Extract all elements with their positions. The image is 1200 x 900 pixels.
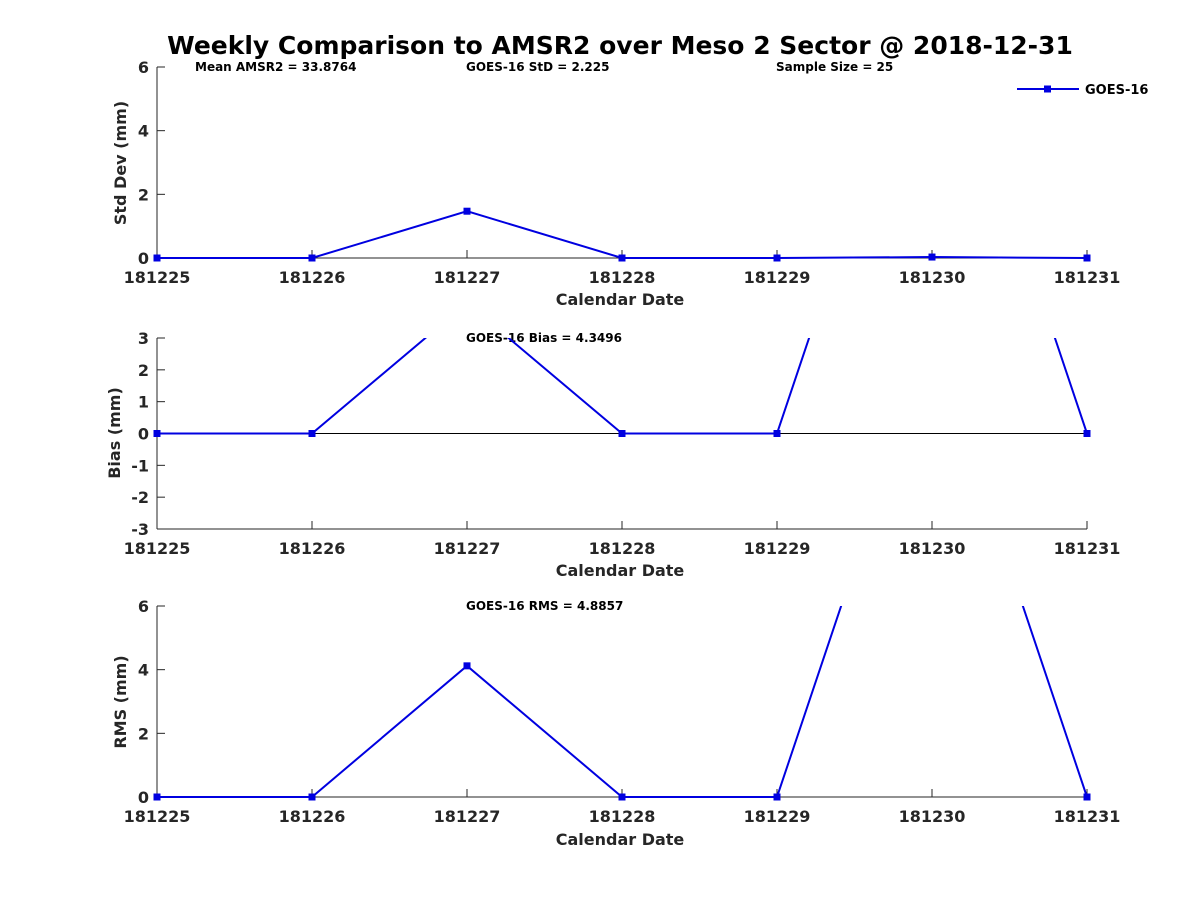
x-tick-label: 181226 xyxy=(279,539,346,558)
x-tick-label: 181231 xyxy=(1054,268,1121,287)
x-tick-label: 181230 xyxy=(899,268,966,287)
x-tick-label: 181229 xyxy=(744,807,811,826)
y-axis-label: RMS (mm) xyxy=(111,655,130,748)
panel-rms: GOES-16 RMS = 4.8857 RMS (mm) Calendar D… xyxy=(111,599,684,849)
y-tick-label: -1 xyxy=(131,456,149,475)
y-tick-label: 2 xyxy=(138,724,149,743)
plot-area-1: 0 2 4 6 181225 181226 181227 181228 181229 181230… xyxy=(124,58,1121,287)
x-tick-label: 181231 xyxy=(1054,807,1121,826)
x-tick-label: 181227 xyxy=(434,539,501,558)
data-point xyxy=(1083,254,1091,262)
x-tick-label: 181227 xyxy=(434,268,501,287)
series-goes-16 xyxy=(153,338,1091,437)
data-point xyxy=(773,254,781,262)
x-tick-label: 181228 xyxy=(589,268,656,287)
panel-std-dev: Mean AMSR2 = 33.8764 GOES-16 StD = 2.225… xyxy=(111,60,1148,309)
y-tick-label: 0 xyxy=(138,788,149,807)
y-tick-label: -3 xyxy=(131,520,149,539)
legend: GOES-16 xyxy=(1017,83,1148,98)
x-axis-label: Calendar Date xyxy=(556,290,685,309)
series-goes-16 xyxy=(153,207,1091,262)
x-tick-label: 181230 xyxy=(899,807,966,826)
x-tick-label: 181228 xyxy=(589,807,656,826)
data-point xyxy=(463,207,471,215)
annotation-std: GOES-16 StD = 2.225 xyxy=(466,60,609,74)
data-point xyxy=(153,793,161,801)
panel-bias: GOES-16 Bias = 4.3496 Bias (mm) Calendar… xyxy=(105,331,684,580)
annotation-rms: GOES-16 RMS = 4.8857 xyxy=(466,599,623,613)
x-tick-label: 181225 xyxy=(124,268,191,287)
data-point xyxy=(308,793,316,801)
x-tick-label: 181226 xyxy=(279,268,346,287)
y-tick-label: 1 xyxy=(138,393,149,412)
y-tick-label: 4 xyxy=(138,122,149,141)
data-point xyxy=(308,254,316,262)
data-point xyxy=(1083,793,1091,801)
x-tick-label: 181229 xyxy=(744,268,811,287)
data-point xyxy=(463,662,471,670)
y-axis-label: Bias (mm) xyxy=(105,387,124,479)
x-tick-label: 181226 xyxy=(279,807,346,826)
data-point xyxy=(773,793,781,801)
data-point xyxy=(773,430,781,437)
plot-area-3: 0 2 4 6 181225 181226 181227 181228 181229 181230… xyxy=(124,597,1121,826)
series-goes-16 xyxy=(153,606,1091,801)
data-point xyxy=(308,430,316,437)
data-point xyxy=(928,253,936,261)
data-point xyxy=(618,430,626,437)
data-point xyxy=(1083,430,1091,437)
y-tick-label: 6 xyxy=(138,58,149,77)
y-tick-label: -2 xyxy=(131,488,149,507)
x-tick-label: 181225 xyxy=(124,539,191,558)
y-tick-label: 6 xyxy=(138,597,149,616)
x-tick-label: 181231 xyxy=(1054,539,1121,558)
y-tick-label: 4 xyxy=(138,661,149,680)
y-tick-label: 0 xyxy=(138,249,149,268)
annotation-sample-size: Sample Size = 25 xyxy=(776,60,893,74)
annotation-bias: GOES-16 Bias = 4.3496 xyxy=(466,331,622,345)
data-point xyxy=(618,793,626,801)
x-tick-label: 181227 xyxy=(434,807,501,826)
y-tick-label: 2 xyxy=(138,185,149,204)
y-tick-label: 2 xyxy=(138,361,149,380)
x-tick-label: 181228 xyxy=(589,539,656,558)
y-tick-label: 3 xyxy=(138,329,149,348)
y-axis-label: Std Dev (mm) xyxy=(111,101,130,225)
plot-area-2: -3 -2 -1 0 1 2 3 181225 181226 181227 181228 181229… xyxy=(124,329,1121,558)
legend-label: GOES-16 xyxy=(1085,83,1148,98)
data-point xyxy=(153,430,161,437)
annotation-mean-amsr2: Mean AMSR2 = 33.8764 xyxy=(195,60,356,74)
x-tick-label: 181225 xyxy=(124,807,191,826)
x-tick-label: 181229 xyxy=(744,539,811,558)
data-point xyxy=(153,254,161,262)
data-point xyxy=(618,254,626,262)
y-tick-label: 0 xyxy=(138,425,149,444)
x-tick-label: 181230 xyxy=(899,539,966,558)
x-axis-label: Calendar Date xyxy=(556,561,685,580)
legend-marker xyxy=(1044,85,1051,93)
x-axis-label: Calendar Date xyxy=(556,830,685,849)
figure-title: Weekly Comparison to AMSR2 over Meso 2 S… xyxy=(167,31,1073,60)
